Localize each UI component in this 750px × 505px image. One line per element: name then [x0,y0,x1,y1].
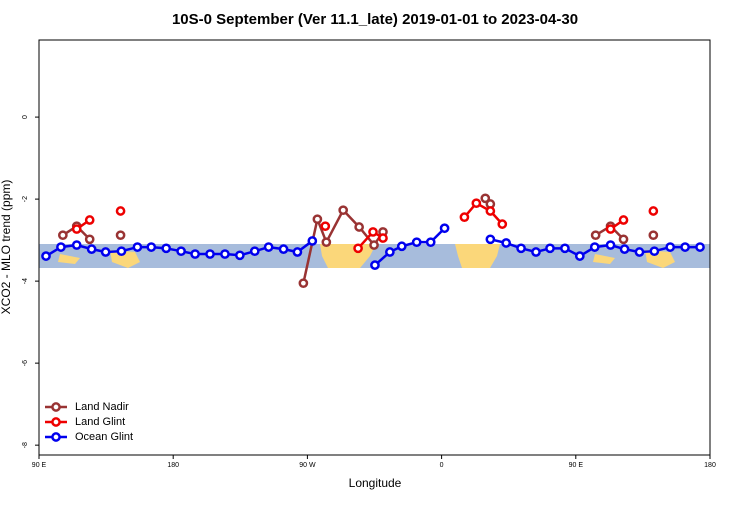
data-point [560,243,570,254]
data-point [292,247,303,257]
data-point [84,215,95,225]
data-point [321,237,332,248]
data-point [439,223,450,234]
data-point [86,244,97,254]
chart-title: 10S-0 September (Ver 11.1_late) 2019-01-… [172,11,578,28]
data-point [634,247,645,257]
data-point [220,249,230,259]
data-point [378,233,388,243]
legend-label: Ocean Glint [75,431,133,443]
data-point [531,247,541,257]
data-point [665,242,676,252]
data-point [354,222,364,232]
data-point [320,221,331,232]
data-point [235,250,245,261]
legend-label: Land Nadir [75,401,129,413]
data-point [190,249,200,259]
y-tick-label: -6 [22,360,29,366]
legend-marker [51,402,61,412]
data-point [338,205,349,216]
data-point [425,237,436,248]
data-point [41,251,51,261]
x-tick-label: 180 [167,462,179,469]
data-point [648,230,659,241]
data-point [307,236,318,246]
data-point [132,242,143,252]
data-point [84,234,95,245]
data-point [385,247,395,257]
x-tick-label: 180 [704,462,716,469]
data-point [396,241,407,252]
data-point [501,238,512,248]
data-point [116,246,127,257]
data-point [497,219,508,229]
data-point [516,243,526,254]
data-point [605,224,616,234]
data-point [58,230,68,241]
data-point [176,246,186,257]
data-point [370,260,380,270]
data-point [115,206,126,216]
y-tick-label: 0 [22,115,29,119]
land-africa [455,244,500,268]
y-tick-label: -4 [22,278,29,284]
data-point [649,246,660,257]
y-axis-label: XCO2 - MLO trend (ppm) [0,180,13,315]
data-point [480,193,491,204]
land-islands [593,254,615,264]
series-line [63,198,653,283]
data-point [56,242,66,252]
data-point [590,230,601,241]
data-point [618,234,629,245]
x-tick-label: 90 E [569,462,584,469]
data-point [312,214,323,225]
y-tick-label: -2 [22,196,29,202]
y-tick-label: -8 [22,442,29,448]
data-point [161,243,172,254]
land-islands [58,254,80,264]
data-point [574,251,585,261]
data-point [485,206,496,216]
data-point [71,224,82,234]
data-point [115,230,126,241]
legend-label: Land Glint [75,416,125,428]
data-point [298,278,309,289]
data-point [249,246,260,257]
data-point [471,198,482,209]
land-australia [110,250,140,268]
data-point [205,249,215,259]
data-point [369,240,379,250]
x-tick-label: 90 W [299,462,316,469]
x-tick-label: 90 E [32,462,47,469]
series-line [77,203,654,248]
data-point [353,243,363,254]
data-point [278,244,289,254]
data-point [648,206,659,216]
data-point [263,242,274,252]
data-point [589,242,600,252]
data-point [71,240,82,250]
data-point [368,227,378,237]
legend-marker [51,417,61,427]
data-point [100,247,111,257]
data-point [485,234,496,245]
data-point [459,212,470,223]
data-point [545,243,555,254]
data-point [619,244,630,254]
data-point [695,242,705,252]
data-point [411,237,422,248]
x-tick-label: 0 [440,462,444,469]
plot-frame [38,39,711,456]
data-point [618,215,629,225]
data-point [146,242,157,252]
data-point [680,242,690,252]
legend-marker [51,432,61,442]
data-point [605,240,616,250]
x-axis-label: Longitude [349,476,402,490]
